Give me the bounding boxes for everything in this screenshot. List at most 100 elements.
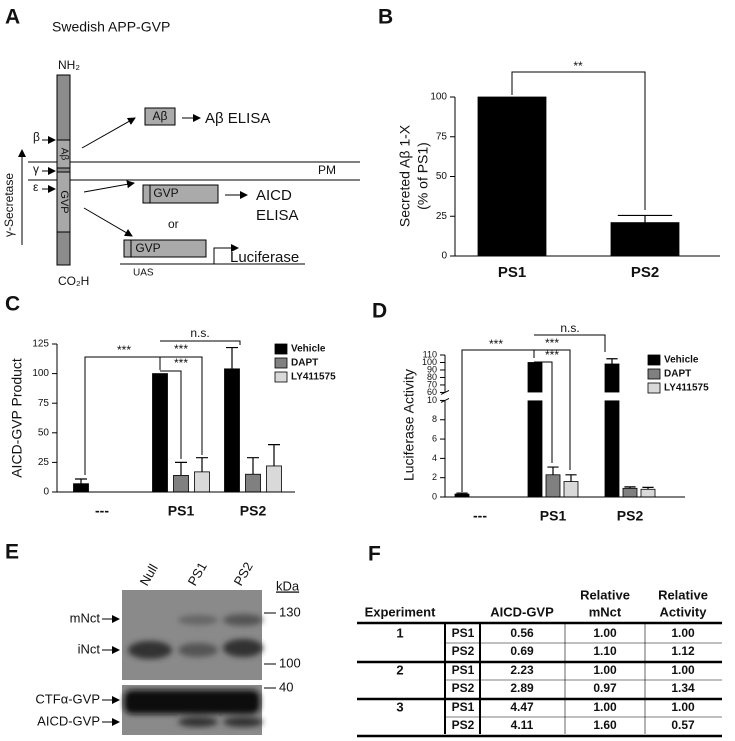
y-tick-label: 125 — [32, 339, 49, 350]
or-label: or — [168, 217, 179, 231]
table-cell: PS1 — [452, 663, 475, 677]
table-cell: 2.89 — [510, 681, 534, 695]
marker-label: 100 — [279, 655, 301, 670]
table-header: mNct — [589, 604, 622, 619]
arrow — [83, 180, 135, 193]
table-cell: PS2 — [452, 644, 475, 658]
gvp-segment — [56, 171, 71, 233]
error-bar — [624, 486, 636, 489]
aicd-assay: ELISA — [256, 207, 299, 224]
significance-bracket — [160, 370, 182, 459]
significance-label: n.s. — [190, 326, 209, 340]
aicd-assay: AICD — [256, 187, 292, 204]
western-blot — [122, 590, 263, 735]
lane-label: Null — [137, 561, 161, 588]
axis-break-mark — [440, 389, 450, 395]
diagram-title: Swedish APP-GVP — [52, 19, 170, 35]
abeta-segment-label: Aβ — [58, 148, 69, 161]
arrow — [81, 117, 136, 149]
legend-label: LY411575 — [291, 372, 336, 383]
table-cell: 4.11 — [511, 718, 534, 732]
bar — [245, 473, 261, 493]
table-cell: 2.23 — [510, 663, 534, 677]
y-tick-label: 0 — [441, 251, 447, 262]
table-header: Activity — [660, 604, 708, 619]
table-cell: PS2 — [452, 718, 475, 732]
gvp-segment-label: GVP — [58, 190, 70, 213]
significance-label: ** — [573, 59, 583, 73]
y-tick-label: 0 — [432, 491, 437, 501]
table-header: Experiment — [365, 604, 436, 619]
legend-swatch — [274, 371, 288, 383]
x-tick-label: PS2 — [617, 508, 644, 524]
x-tick-label: PS1 — [540, 508, 567, 524]
bar — [527, 362, 543, 498]
table-cell: 1.34 — [671, 681, 695, 695]
bar — [622, 487, 638, 498]
y-tick-label: 75 — [38, 398, 50, 409]
panel-label: C — [5, 293, 20, 316]
y-tick-label: 100 — [430, 92, 447, 103]
axis-break-mark — [440, 397, 450, 403]
blot-unit: kDa — [276, 578, 300, 593]
site-label: β — [33, 130, 40, 144]
bar — [545, 474, 561, 498]
y-axis-label: Secreted Aβ 1-X — [397, 124, 413, 227]
error-bar — [606, 358, 618, 364]
y-tick-label: 110 — [423, 349, 437, 359]
legend-swatch — [647, 354, 661, 366]
bar — [477, 96, 547, 257]
x-tick-label: PS1 — [498, 264, 526, 281]
y-tick-label: 10 — [427, 395, 437, 405]
y-tick-label: 4 — [432, 453, 437, 463]
y-tick-label: 8 — [432, 414, 437, 424]
error-bar — [642, 486, 654, 490]
significance-label: n.s. — [560, 321, 579, 335]
bar — [640, 488, 656, 498]
gvp-box — [142, 184, 219, 204]
band-label: CTFα-GVP — [35, 691, 100, 706]
significance-bracket — [160, 340, 241, 345]
table-cell: 1.12 — [671, 644, 695, 658]
table-cell: 1.00 — [593, 626, 617, 640]
significance-label: *** — [545, 348, 559, 362]
x-tick-label: PS1 — [168, 503, 195, 519]
abeta-box-label: Aβ — [153, 109, 168, 123]
error-bar — [617, 214, 673, 223]
site-label: γ — [33, 162, 39, 176]
error-bar — [547, 466, 559, 475]
panel-label: A — [5, 6, 20, 29]
abeta-box — [144, 107, 176, 126]
band-label: iNct — [78, 641, 101, 656]
significance-label: *** — [545, 336, 559, 350]
table-cell: 2 — [396, 662, 403, 677]
table-header: Relative — [658, 587, 708, 602]
band-label: AICD-GVP — [37, 713, 100, 728]
y-tick-label: 0 — [43, 487, 49, 498]
error-bar — [196, 457, 208, 472]
bar — [194, 471, 210, 493]
reporter-box-label: GVP — [135, 241, 160, 255]
app-bar — [56, 74, 71, 266]
y-tick-label: 25 — [436, 211, 448, 222]
y-tick-label: 80 — [427, 372, 437, 382]
table-cell: 1.00 — [671, 626, 695, 640]
bar — [563, 481, 579, 498]
table-cell: 0.69 — [510, 644, 534, 658]
legend-label: DAPT — [291, 358, 318, 369]
x-tick-label: --- — [473, 508, 487, 524]
legend-swatch — [274, 357, 288, 369]
enzyme-label: γ-Secretase — [2, 173, 16, 237]
legend-swatch — [647, 368, 661, 380]
legend-swatch — [647, 382, 661, 394]
panel-label: B — [378, 6, 393, 29]
site-label: ε — [33, 180, 39, 194]
significance-bracket — [461, 349, 535, 492]
y-tick-label: 6 — [432, 433, 437, 443]
significance-label: *** — [174, 342, 188, 356]
x-tick-label: --- — [95, 503, 109, 519]
diagram: Swedish APP-GVP PM Aβ GVP NH₂ CO₂H β γ ε… — [2, 19, 360, 288]
error-bar — [75, 478, 87, 484]
lane-label: PS1 — [185, 559, 210, 588]
